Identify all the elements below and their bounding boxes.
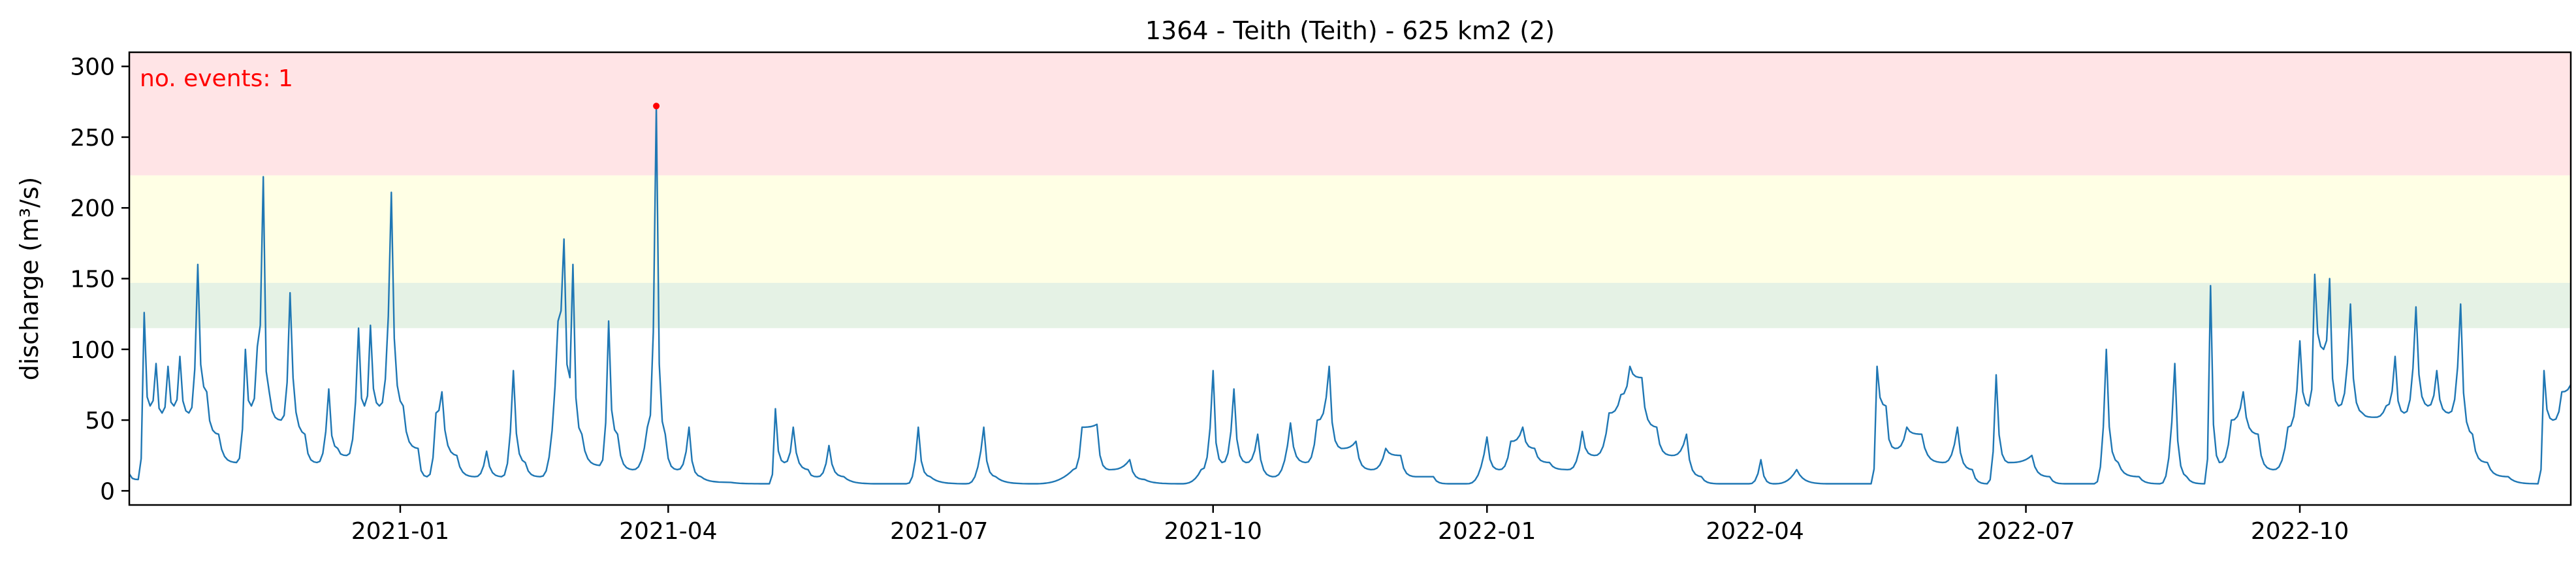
y-tick-label-300: 300 [70, 54, 115, 81]
threshold-bands [129, 52, 2571, 329]
y-tick-label-200: 200 [70, 195, 115, 222]
event-count-annotation: no. events: 1 [140, 65, 293, 92]
y-axis-label: discharge (m³/s) [15, 177, 44, 381]
threshold-band-1 [129, 175, 2571, 283]
threshold-band-0 [129, 282, 2571, 329]
y-tick-label-50: 50 [85, 408, 115, 434]
x-tick-label-2021-04: 2021-04 [619, 518, 717, 545]
x-tick-label-2022-07: 2022-07 [1977, 518, 2075, 545]
threshold-band-2 [129, 52, 2571, 176]
chart-title: 1364 - Teith (Teith) - 625 km2 (2) [1145, 16, 1555, 45]
x-tick-label-2022-01: 2022-01 [1438, 518, 1536, 545]
discharge-line [129, 105, 2572, 485]
y-tick-label-250: 250 [70, 125, 115, 152]
event-markers [653, 103, 660, 110]
x-axis: 2021-01 2021-04 2021-07 2021-10 2022-01 2022-… [351, 505, 2349, 545]
x-tick-label-2022-10: 2022-10 [2251, 518, 2349, 545]
event-marker-0 [653, 103, 660, 110]
x-tick-label-2021-07: 2021-07 [890, 518, 988, 545]
y-tick-label-150: 150 [70, 267, 115, 293]
y-tick-label-100: 100 [70, 337, 115, 364]
discharge-series [129, 105, 2572, 485]
y-axis: 0 50 100 150 200 250 300 [70, 54, 129, 505]
y-tick-label-0: 0 [100, 478, 115, 505]
x-tick-label-2021-01: 2021-01 [351, 518, 449, 545]
x-tick-label-2022-04: 2022-04 [1706, 518, 1804, 545]
x-tick-label-2021-10: 2021-10 [1164, 518, 1262, 545]
